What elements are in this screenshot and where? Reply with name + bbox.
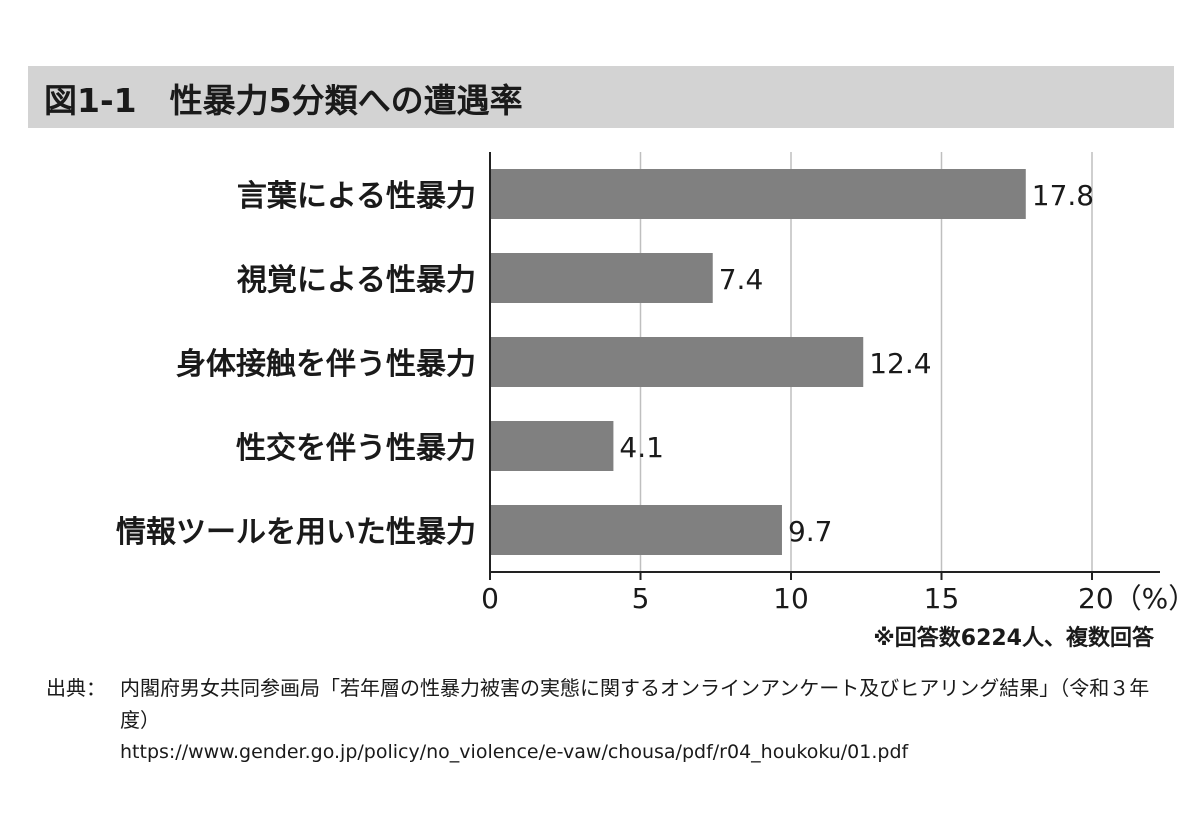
category-label: 性交を伴う性暴力	[236, 431, 476, 466]
source-text: 内閣府男女共同参画局「若年層の性暴力被害の実態に関するオンラインアンケート及びヒ…	[120, 676, 1150, 732]
data-label: 4.1	[619, 431, 664, 464]
bar	[490, 337, 864, 387]
x-tick-label: 0	[481, 582, 499, 615]
chart-title: 図1-1 性暴力5分類への遭遇率	[44, 81, 523, 120]
bar	[490, 505, 782, 555]
bar	[490, 421, 614, 471]
data-label: 7.4	[719, 263, 764, 296]
source-label: 出典：	[46, 676, 106, 700]
data-label: 12.4	[869, 347, 931, 380]
title-bar: 図1-1 性暴力5分類への遭遇率	[28, 66, 1174, 128]
category-label: 視覚による性暴力	[237, 263, 476, 298]
category-label: 身体接触を伴う性暴力	[176, 347, 476, 382]
category-label: 情報ツールを用いた性暴力	[116, 515, 476, 550]
bar	[490, 253, 713, 303]
x-tick-label: 15	[924, 582, 960, 615]
source-block: 出典： 内閣府男女共同参画局「若年層の性暴力被害の実態に関するオンラインアンケー…	[46, 672, 1176, 768]
source-url[interactable]: https://www.gender.go.jp/policy/no_viole…	[120, 741, 909, 763]
bar	[490, 169, 1026, 219]
data-label: 17.8	[1032, 179, 1094, 212]
bar-chart: 17.8 言葉による性暴力 7.4 視覚による性暴力 12.4 身体接触を伴う性暴力 4.1…	[116, 152, 1196, 615]
x-tick-label: 10	[773, 582, 809, 615]
respondent-note: ※回答数6224人、複数回答	[873, 626, 1154, 651]
x-tick-label: 5	[632, 582, 650, 615]
category-label: 言葉による性暴力	[237, 179, 476, 214]
x-tick-label: 20（%）	[1078, 582, 1196, 615]
data-label: 9.7	[788, 515, 833, 548]
